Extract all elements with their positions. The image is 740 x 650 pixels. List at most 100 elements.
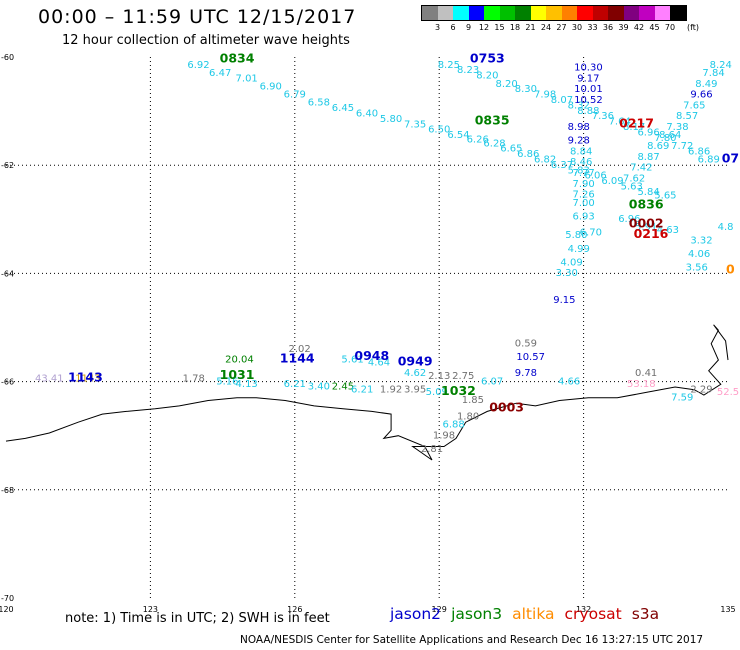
wave-height-label: 6.47 xyxy=(209,68,231,79)
pass-time-label: 0 xyxy=(726,261,735,276)
legend-jason3: jason3 xyxy=(451,605,503,623)
lat-tick-label: -60 xyxy=(1,53,14,62)
wave-height-label: 7.65 xyxy=(683,100,705,111)
wave-height-label: 20.04 xyxy=(225,355,254,366)
wave-height-label: 6.89 xyxy=(698,154,720,165)
footer-credit: NOAA/NESDIS Center for Satellite Applica… xyxy=(240,634,704,646)
wave-height-label: 7.59 xyxy=(671,393,693,404)
wave-height-label: 4.64 xyxy=(368,357,390,368)
pass-time-label: 0216 xyxy=(634,226,669,241)
legend-jason2: jason2 xyxy=(390,605,442,623)
scale-label: 6 xyxy=(450,23,456,32)
wave-height-label: 3.95 xyxy=(404,384,426,395)
lat-tick-label: -62 xyxy=(1,161,14,170)
wave-height-label: 6.65 xyxy=(500,144,522,155)
wave-height-label: 6.37 xyxy=(551,160,573,171)
wave-height-label: 7.38 xyxy=(666,122,688,133)
wave-height-label: 1.85 xyxy=(462,395,484,406)
lon-tick-label: 135 xyxy=(720,605,735,614)
color-scale-labels: 3 6 9 12 15 18 21 24 27 30 33 36 39 42 45 70 (ft) xyxy=(421,21,699,35)
wave-height-label: 8.69 xyxy=(647,141,669,152)
wave-height-label: 7.26 xyxy=(572,190,594,201)
wave-height-label: 2.29 xyxy=(690,384,712,395)
wave-height-label: 8.25 xyxy=(438,60,460,71)
wave-height-label: 8.24 xyxy=(710,60,732,71)
scale-swatch-7 xyxy=(530,6,546,20)
scale-label: 45 xyxy=(649,23,660,32)
wave-height-label: 1.98 xyxy=(433,430,455,441)
wave-height-label: 8.32 xyxy=(568,100,590,111)
wave-height-label: 0.59 xyxy=(515,338,537,349)
wave-height-label: 5.84 xyxy=(637,187,659,198)
wave-height-label: 7.84 xyxy=(702,68,724,79)
wave-height-label: 8.49 xyxy=(695,79,717,90)
scale-label: 24 xyxy=(540,23,552,32)
wave-height-label: 7.77 xyxy=(572,168,594,179)
wave-height-label: 6.28 xyxy=(483,138,505,149)
wave-height-label: 8.87 xyxy=(637,152,659,163)
wave-height-label: 8.07 xyxy=(551,95,573,106)
legend-altika: altika xyxy=(512,605,555,623)
wave-height-label: 8.98 xyxy=(568,122,590,133)
lon-tick-label: 123 xyxy=(143,605,158,614)
wave-height-label: 6.06 xyxy=(585,171,607,182)
pass-time-label: 0002 xyxy=(629,215,664,230)
pass-time-label: 1031 xyxy=(220,367,255,382)
wave-height-label: 6.86 xyxy=(688,146,710,157)
wave-height-label: 9.66 xyxy=(690,90,712,101)
wave-height-label: 4.06 xyxy=(688,249,710,260)
pass-time-label: 0753 xyxy=(470,50,505,65)
scale-label: 18 xyxy=(509,23,521,32)
wave-height-label: 6.86 xyxy=(517,149,539,160)
scale-swatch-13 xyxy=(623,6,639,20)
wave-height-label: 9.28 xyxy=(568,136,590,147)
wave-height-label: 4.63 xyxy=(657,225,679,236)
wave-height-label: 5.16 xyxy=(216,376,238,387)
lat-tick-label: -64 xyxy=(1,269,14,278)
scale-label: 33 xyxy=(587,23,598,32)
pass-time-label: 1143 xyxy=(68,370,103,385)
pass-time-label: 0948 xyxy=(354,348,389,363)
scale-swatch-8 xyxy=(546,6,562,20)
wave-height-label: 2.81 xyxy=(421,444,443,455)
scale-swatch-6 xyxy=(515,6,531,20)
scale-label: 42 xyxy=(633,23,645,32)
wave-height-label: 3.32 xyxy=(690,236,712,247)
wave-height-label: 7.64 xyxy=(609,117,631,128)
lon-tick-label: 126 xyxy=(287,605,302,614)
wave-height-label: 6.96 xyxy=(618,214,640,225)
wave-height-label: 6.45 xyxy=(332,103,354,114)
wave-height-label: 5.80 xyxy=(565,230,587,241)
wave-height-label: 4.13 xyxy=(236,379,258,390)
wave-height-label: 5.91 xyxy=(635,222,657,233)
wave-height-label: 43.41 xyxy=(35,374,64,385)
wave-height-label: 1.80 xyxy=(457,411,479,422)
wave-height-label: 7.35 xyxy=(404,119,426,130)
wave-height-label: 8.88 xyxy=(577,106,599,117)
pass-time-label: 0949 xyxy=(398,353,433,368)
wave-height-label: 53.18 xyxy=(627,379,656,390)
wave-height-label: 6.09 xyxy=(601,176,623,187)
lat-tick-label: -68 xyxy=(1,486,14,495)
note-text: note: 1) Time is in UTC; 2) SWH is in fe… xyxy=(65,611,330,626)
wave-height-label: 0.41 xyxy=(635,368,657,379)
scale-swatch-1 xyxy=(437,6,453,20)
wave-height-label: 8.23 xyxy=(457,65,479,76)
wave-height-label: 1.92 xyxy=(380,384,402,395)
wave-height-label: 8.46 xyxy=(570,157,592,168)
wave-height-label: 4.99 xyxy=(568,244,590,255)
pass-time-label: 0217 xyxy=(619,115,654,130)
wave-height-label: 6.26 xyxy=(467,134,489,145)
color-scale: 3 6 9 12 15 18 21 24 27 30 33 36 39 42 45 70 (ft) xyxy=(421,5,699,35)
scale-swatch-3 xyxy=(468,6,484,20)
wave-height-label: 2.13 xyxy=(428,371,450,382)
wave-height-label: 6.88 xyxy=(443,420,465,431)
scale-label: 36 xyxy=(602,23,614,32)
pass-time-label: 0835 xyxy=(475,113,510,128)
wave-height-label: 5.63 xyxy=(621,182,643,193)
wave-height-label: 9.15 xyxy=(553,295,575,306)
wave-height-label: 4.09 xyxy=(560,257,582,268)
wave-height-label: 2.02 xyxy=(288,344,310,355)
